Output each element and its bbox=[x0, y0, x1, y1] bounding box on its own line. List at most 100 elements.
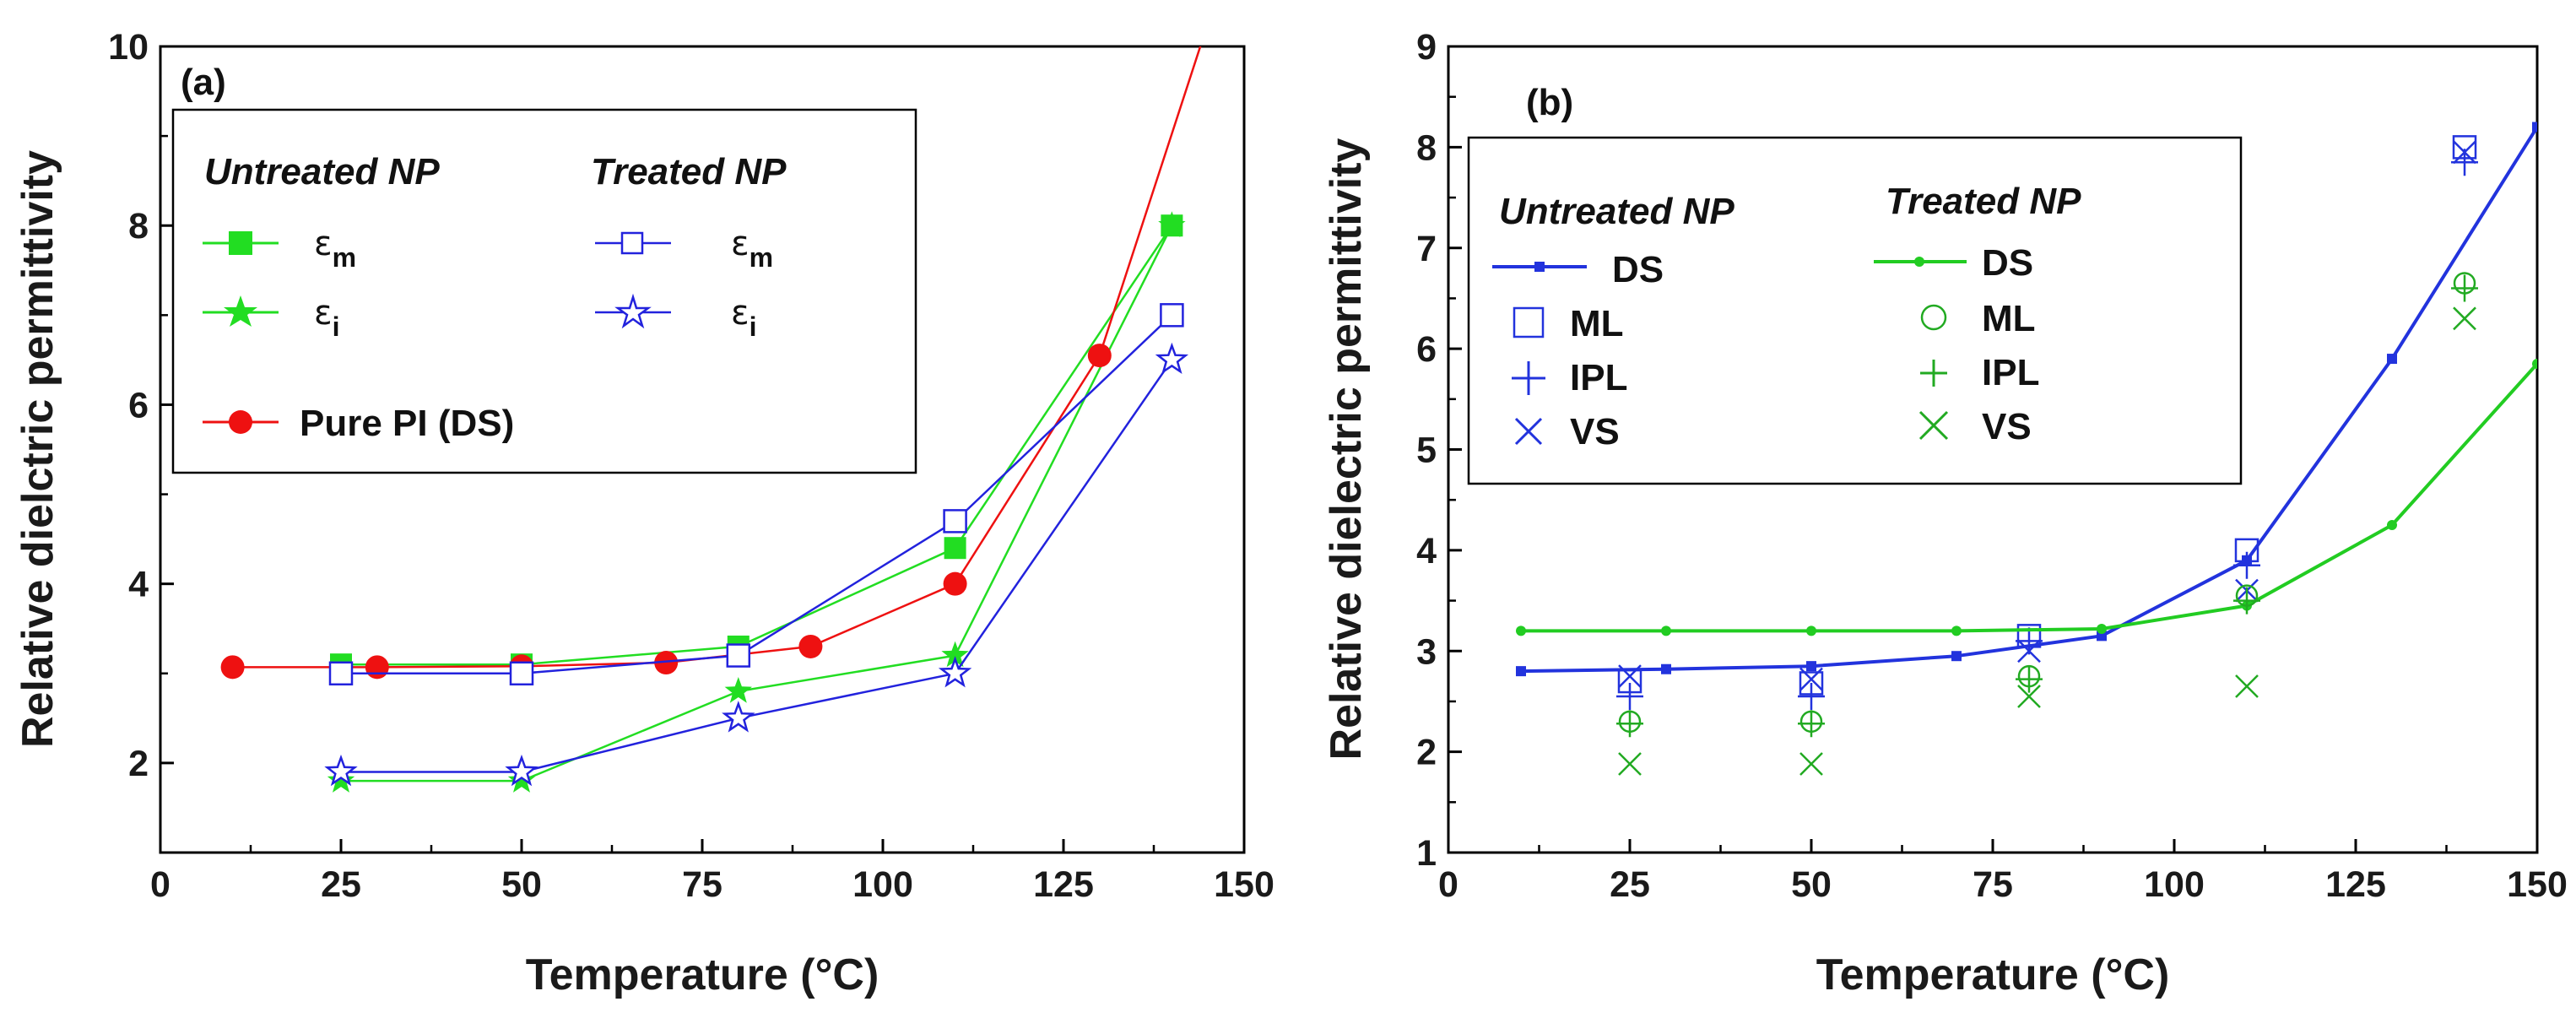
x-tick-label-b-150: 150 bbox=[2507, 864, 2568, 905]
legend-entry-untreated-ipl: IPL bbox=[1512, 357, 1627, 398]
legend-marker-filled-star bbox=[224, 295, 257, 327]
data-point-a-treated--i-2 bbox=[722, 701, 755, 733]
legend-entry-treated-ml: ML bbox=[1920, 298, 2036, 339]
data-point-a-treated--m-0 bbox=[328, 661, 354, 686]
chart-panel-a: 0 25 50 75 100 125 150 2 4 6 8 10 (a) Temperature (… bbox=[14, 27, 1274, 999]
x-tick-label-b-125: 125 bbox=[2325, 864, 2386, 905]
legend-entry-untreated-em: εm bbox=[203, 225, 356, 273]
data-point-a-treated--i-1 bbox=[505, 754, 538, 787]
y-tick-label-b-8: 8 bbox=[1416, 127, 1437, 168]
y-tick-label-a-8: 8 bbox=[128, 206, 149, 246]
data-point-b-treated-vs-2 bbox=[2017, 685, 2041, 708]
series-line-b-treated-ds bbox=[1521, 362, 2537, 633]
y-tick-label-b-6: 6 bbox=[1416, 329, 1437, 370]
legend-label-untreated-ml: ML bbox=[1570, 303, 1624, 344]
data-point-b-untreated-ds-0 bbox=[1516, 666, 1526, 677]
series-b-untreated-vs-3 bbox=[1618, 140, 2476, 691]
legend-entry-pure-pi: Pure PI (DS) bbox=[203, 403, 514, 444]
legend-label-untreated-ei: εi bbox=[314, 294, 340, 342]
data-point-b-untreated-ds-4 bbox=[2097, 631, 2107, 642]
panel-label-a: (a) bbox=[181, 62, 226, 103]
data-point-a-untreated--i-2 bbox=[724, 677, 752, 703]
legend-label-treated-ml: ML bbox=[1982, 298, 2036, 339]
x-tick-label-b-75: 75 bbox=[1973, 864, 2013, 905]
legend-group-treated-a: Treated NP bbox=[591, 151, 787, 192]
legend-label-pure-pi: Pure PI (DS) bbox=[300, 403, 514, 444]
data-point-b-treated-ipl-4 bbox=[2451, 274, 2478, 302]
x-tick-label-a-0: 0 bbox=[150, 864, 170, 905]
data-point-b-treated-ipl-0 bbox=[1616, 710, 1643, 738]
data-point-a-treated--i-4 bbox=[1155, 342, 1189, 375]
legend-label-treated-ipl: IPL bbox=[1982, 352, 2039, 393]
legend-entry-untreated-ml: ML bbox=[1513, 303, 1624, 344]
legend-marker-plus bbox=[1920, 360, 1947, 387]
legend-marker-filled-circle bbox=[229, 410, 252, 434]
x-tick-label-b-100: 100 bbox=[2144, 864, 2205, 905]
data-point-b-untreated-ds-1 bbox=[1661, 663, 1671, 674]
panel-label-b: (b) bbox=[1526, 82, 1573, 123]
legend-marker-cross bbox=[1918, 410, 1949, 441]
data-point-a-untreated--i-3 bbox=[941, 641, 969, 668]
legend-entry-treated-ds: DS bbox=[1874, 242, 2033, 284]
legend-entry-untreated-ds: DS bbox=[1492, 249, 1664, 290]
x-tick-label-a-100: 100 bbox=[852, 864, 913, 905]
legend-entry-treated-em: εm bbox=[595, 225, 773, 273]
legend-a: Untreated NP Treated NP εm εi Pure PI (D… bbox=[171, 108, 917, 474]
y-tick-label-b-7: 7 bbox=[1416, 229, 1437, 269]
x-tick-label-a-125: 125 bbox=[1033, 864, 1094, 905]
x-tick-label-b-50: 50 bbox=[1791, 864, 1832, 905]
data-point-b-treated-ipl-1 bbox=[1798, 710, 1825, 738]
y-tick-label-b-2: 2 bbox=[1416, 733, 1437, 773]
legend-group-untreated-b: Untreated NP bbox=[1499, 191, 1734, 232]
data-point-b-untreated-ds-3 bbox=[1951, 651, 1962, 662]
data-point-b-untreated-vs-0 bbox=[1618, 664, 1642, 688]
legend-entry-untreated-ei: εi bbox=[203, 294, 340, 342]
data-point-b-untreated-ds-2 bbox=[1806, 661, 1816, 672]
x-tick-label-b-0: 0 bbox=[1438, 864, 1458, 905]
legend-label-treated-em: εm bbox=[731, 225, 773, 273]
series-a-treated--m-3 bbox=[328, 303, 1184, 686]
data-point-b-untreated-ds-6 bbox=[2387, 354, 2397, 365]
legend-label-treated-ei: εi bbox=[731, 294, 757, 342]
y-axis-title-a: Relative dielctric permittivity bbox=[14, 150, 62, 748]
data-point-b-treated-ds-1 bbox=[1661, 625, 1671, 636]
data-point-a-treated--i-3 bbox=[938, 656, 972, 688]
data-point-a-treated--m-1 bbox=[509, 661, 534, 686]
legend-marker-open-square bbox=[620, 231, 644, 255]
x-axis-title-b: Temperature (°C) bbox=[1816, 950, 2170, 999]
data-point-a-untreated--i-4 bbox=[1158, 211, 1186, 237]
legend-entry-untreated-vs: VS bbox=[1514, 411, 1620, 452]
data-point-a-untreated-pure-pi-ds--4 bbox=[798, 634, 823, 658]
data-point-b-treated-ipl-3 bbox=[2233, 587, 2260, 615]
legend-marker-cross bbox=[1514, 417, 1543, 446]
series-b-untreated-ipl-2 bbox=[1616, 149, 2478, 710]
data-point-b-untreated-vs-1 bbox=[1799, 667, 1823, 691]
data-point-a-untreated--i-0 bbox=[327, 766, 355, 793]
data-point-b-untreated-ipl-0 bbox=[1616, 682, 1643, 710]
y-tick-label-a-10: 10 bbox=[108, 27, 149, 68]
data-point-a-untreated-pure-pi-ds--3 bbox=[654, 651, 679, 675]
data-point-a-untreated-pure-pi-ds--5 bbox=[943, 571, 967, 596]
data-point-a-untreated--m-3 bbox=[944, 537, 966, 560]
data-point-b-treated-vs-3 bbox=[2235, 674, 2259, 698]
y-tick-label-b-1: 1 bbox=[1416, 833, 1437, 874]
axis-ticks-a: 0 25 50 75 100 125 150 2 4 6 8 10 bbox=[108, 27, 1274, 905]
data-point-b-untreated-ds-7 bbox=[2532, 122, 2537, 133]
data-point-b-untreated-ipl-1 bbox=[1798, 682, 1825, 710]
data-point-b-treated-ds-0 bbox=[1516, 625, 1526, 636]
legend-label-untreated-ipl: IPL bbox=[1570, 357, 1627, 398]
data-point-b-treated-ds-2 bbox=[1806, 625, 1816, 636]
series-b-treated-vs-7 bbox=[1618, 306, 2476, 776]
legend-marker-open-square bbox=[1513, 306, 1545, 338]
series-group-b bbox=[1516, 122, 2537, 776]
legend-marker-open-circle bbox=[1920, 304, 1947, 331]
y-tick-label-a-4: 4 bbox=[128, 565, 149, 605]
y-tick-label-a-2: 2 bbox=[128, 744, 149, 784]
data-point-a-treated--m-3 bbox=[943, 509, 967, 533]
data-point-b-untreated-ipl-3 bbox=[2233, 551, 2260, 579]
series-group-a bbox=[220, 46, 1202, 793]
data-point-a-treated--i-0 bbox=[324, 754, 358, 787]
legend-box-b bbox=[1467, 136, 2243, 485]
series-a-untreated--i-1 bbox=[327, 211, 1186, 793]
